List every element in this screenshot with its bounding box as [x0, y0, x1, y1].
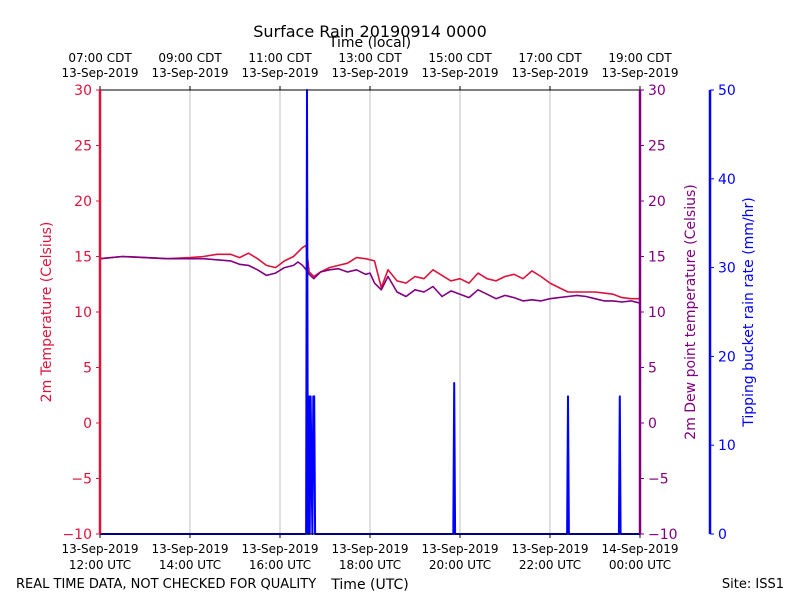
top-tick-label-time: 07:00 CDT [68, 51, 132, 65]
top-tick-label-date: 13-Sep-2019 [241, 66, 318, 80]
site-label: Site: ISS1 [722, 577, 784, 592]
rain-tick-label: 50 [718, 83, 736, 99]
top-tick-label-time: 19:00 CDT [608, 51, 672, 65]
x-tick-label-date: 14-Sep-2019 [601, 542, 678, 556]
x-tick-label-date: 13-Sep-2019 [421, 542, 498, 556]
rain-tick-label: 10 [718, 438, 736, 454]
top-tick-label-time: 15:00 CDT [428, 51, 492, 65]
x-tick-label-date: 13-Sep-2019 [331, 542, 408, 556]
x-tick-label-date: 13-Sep-2019 [241, 542, 318, 556]
x-tick-label-time: 16:00 UTC [249, 558, 311, 572]
rain-tick-label: 30 [718, 261, 736, 277]
data-quality-note: REAL TIME DATA, NOT CHECKED FOR QUALITY [16, 577, 316, 592]
x-tick-label-date: 13-Sep-2019 [151, 542, 228, 556]
right-y-tick-label: 10 [648, 305, 666, 321]
right-y-tick-label: 25 [648, 139, 666, 155]
right-y-tick-label: 15 [648, 250, 666, 266]
right-y-tick-label: −10 [648, 527, 678, 543]
right-y-tick-label: 0 [648, 416, 657, 432]
x-tick-label-time: 18:00 UTC [339, 558, 401, 572]
top-tick-label-date: 13-Sep-2019 [421, 66, 498, 80]
rain-tick-label: 20 [718, 349, 736, 365]
top-tick-label-date: 13-Sep-2019 [511, 66, 588, 80]
left-y-tick-label: −5 [71, 472, 92, 488]
x-tick-label-time: 22:00 UTC [519, 558, 581, 572]
left-y-tick-label: 10 [74, 305, 92, 321]
left-y-axis-label: 2m Temperature (Celsius) [39, 222, 55, 403]
left-y-tick-label: 0 [83, 416, 92, 432]
ticks-layer: 13-Sep-2019 12:00 UTC 13-Sep-2019 14:00 UTC… [61, 51, 735, 572]
x-tick-label-time: 20:00 UTC [429, 558, 491, 572]
right-y-tick-label: 30 [648, 83, 666, 99]
left-y-tick-label: 30 [74, 83, 92, 99]
x-tick-label-time: 00:00 UTC [609, 558, 671, 572]
left-y-tick-label: 5 [83, 361, 92, 377]
rain-tick-label: 40 [718, 172, 736, 188]
top-tick-label-date: 13-Sep-2019 [61, 66, 138, 80]
right-y-axis-label: 2m Dew point temperature (Celsius) [683, 184, 699, 439]
gridlines [189, 90, 551, 534]
top-tick-label-date: 13-Sep-2019 [331, 66, 408, 80]
right-y-tick-label: 20 [648, 194, 666, 210]
chart-title: Surface Rain 20190914 0000 [253, 22, 487, 41]
x-tick-label-date: 13-Sep-2019 [511, 542, 588, 556]
x-tick-label-time: 12:00 UTC [69, 558, 131, 572]
right-y-tick-label: −5 [648, 472, 669, 488]
top-x-axis-label: Time (local) [328, 35, 411, 51]
temperature-line [99, 244, 640, 300]
top-tick-label-time: 13:00 CDT [338, 51, 402, 65]
top-tick-label-date: 13-Sep-2019 [601, 66, 678, 80]
x-tick-label-time: 14:00 UTC [159, 558, 221, 572]
left-y-tick-label: −10 [62, 527, 92, 543]
left-y-tick-label: 20 [74, 194, 92, 210]
left-y-tick-label: 15 [74, 250, 92, 266]
top-tick-label-date: 13-Sep-2019 [151, 66, 228, 80]
rain-tick-label: 0 [718, 527, 727, 543]
rain-axis-label: Tipping bucket rain rate (mm/hr) [741, 197, 757, 427]
x-tick-label-date: 13-Sep-2019 [61, 542, 138, 556]
top-tick-label-time: 11:00 CDT [248, 51, 312, 65]
right-y-tick-label: 5 [648, 361, 657, 377]
top-tick-label-time: 09:00 CDT [158, 51, 222, 65]
x-axis-label: Time (UTC) [330, 577, 408, 593]
left-y-tick-label: 25 [74, 139, 92, 155]
top-tick-label-time: 17:00 CDT [518, 51, 582, 65]
dewpoint-line [99, 255, 641, 304]
